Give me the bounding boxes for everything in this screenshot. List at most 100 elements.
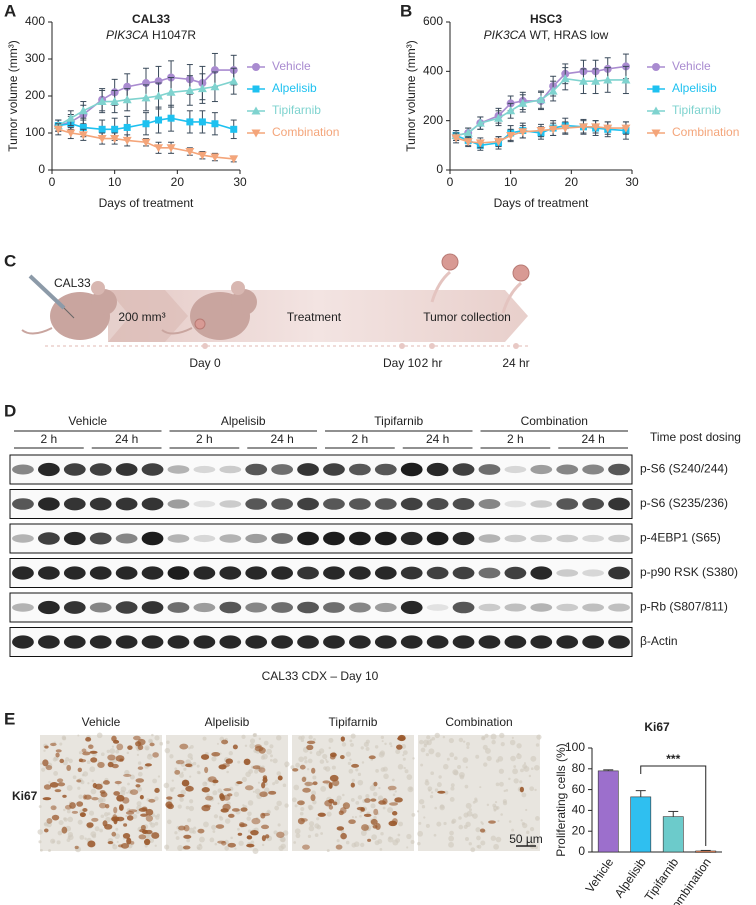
timeline-dot <box>513 343 519 349</box>
tissue-speck <box>428 748 435 755</box>
tissue-speck <box>495 782 500 787</box>
band <box>556 569 579 577</box>
band <box>63 497 86 511</box>
y-axis-label: Tumor volume (mm³) <box>404 40 418 152</box>
phase-label: Treatment <box>287 310 342 324</box>
marker <box>185 85 195 94</box>
tissue-speck <box>322 753 328 760</box>
stained-nucleus <box>252 765 261 770</box>
marker <box>560 74 570 83</box>
tissue-speck <box>111 745 114 748</box>
tissue-speck <box>174 831 178 835</box>
marker <box>621 124 631 133</box>
tissue-speck <box>276 735 282 741</box>
stained-nucleus <box>519 786 524 793</box>
tissue-speck <box>374 840 380 846</box>
tissue-speck <box>370 803 376 809</box>
band <box>297 635 319 649</box>
tissue-speck <box>261 843 265 847</box>
image-label: Combination <box>445 715 512 729</box>
y-tick-label: 0 <box>436 162 443 176</box>
band <box>12 566 34 580</box>
scale-bar-label: 50 µm <box>509 832 543 846</box>
band <box>37 462 60 477</box>
stained-nucleus <box>144 763 152 767</box>
stained-nucleus <box>139 794 144 800</box>
tissue-speck <box>87 782 90 785</box>
marker <box>98 125 106 133</box>
marker <box>78 106 88 115</box>
tissue-speck <box>48 849 51 852</box>
tissue-speck <box>497 819 500 823</box>
tissue-speck <box>423 816 426 819</box>
band <box>245 463 268 476</box>
tissue-speck <box>495 759 500 763</box>
timeline-label: Day 0 <box>189 356 221 370</box>
tissue-speck <box>137 771 143 777</box>
x-axis-label: Days of treatment <box>494 196 589 210</box>
legend-marker <box>252 63 260 71</box>
tissue-speck <box>203 821 209 828</box>
stained-nucleus <box>100 791 108 798</box>
tissue-speck <box>350 733 356 739</box>
tissue-speck <box>151 733 154 737</box>
stained-nucleus <box>396 744 403 750</box>
band <box>167 635 190 649</box>
tissue-speck <box>421 805 426 809</box>
stained-nucleus <box>488 820 496 824</box>
tissue-speck <box>316 817 320 821</box>
stained-nucleus <box>102 780 110 785</box>
stained-nucleus <box>116 743 124 751</box>
blot-caption: CAL33 CDX – Day 10 <box>262 669 379 683</box>
tissue-speck <box>112 844 118 850</box>
marker <box>53 125 63 134</box>
tissue-speck <box>365 746 370 751</box>
tissue-speck <box>81 773 85 777</box>
stained-nucleus <box>128 809 138 813</box>
timepoint-label: 2 h <box>352 432 369 446</box>
stained-nucleus <box>370 798 377 802</box>
tissue-speck <box>434 732 440 739</box>
tissue-speck <box>428 789 431 792</box>
band <box>426 462 449 477</box>
tissue-speck <box>311 790 317 796</box>
stained-nucleus <box>299 764 306 770</box>
tissue-speck <box>336 795 342 801</box>
tissue-speck <box>431 737 436 741</box>
band <box>219 635 242 649</box>
tissue-speck <box>381 740 384 743</box>
significance-bracket <box>640 765 707 846</box>
band <box>219 566 242 580</box>
tissue-speck <box>508 777 511 781</box>
tissue-speck <box>125 814 128 818</box>
band <box>426 635 449 649</box>
marker <box>111 125 119 133</box>
row-label: p-p90 RSK (S380) <box>640 565 738 579</box>
tissue-speck <box>320 832 324 835</box>
tissue-speck <box>435 752 441 758</box>
band <box>115 566 138 580</box>
stained-nucleus <box>237 832 243 836</box>
tissue-speck <box>357 795 363 800</box>
stained-nucleus <box>138 834 147 840</box>
panel-label: C <box>4 251 16 270</box>
tissue-speck <box>180 789 186 796</box>
timeline-label: Day 10 <box>383 356 421 370</box>
panel-label: B <box>400 1 412 20</box>
tissue-speck <box>463 812 469 818</box>
stained-nucleus <box>107 761 114 768</box>
row-label: β-Actin <box>640 634 678 648</box>
tissue-speck <box>79 834 85 840</box>
stained-nucleus <box>113 791 121 796</box>
syringe-needle <box>63 307 75 319</box>
y-tick-label: 40 <box>572 803 586 817</box>
tissue-speck <box>56 840 61 845</box>
band <box>530 635 553 649</box>
marker <box>110 97 120 106</box>
y-tick-label: 200 <box>25 88 45 102</box>
tissue-speck <box>449 797 455 802</box>
stained-nucleus <box>44 828 49 833</box>
tissue-speck <box>57 830 63 836</box>
band <box>608 635 630 649</box>
band <box>400 497 423 511</box>
